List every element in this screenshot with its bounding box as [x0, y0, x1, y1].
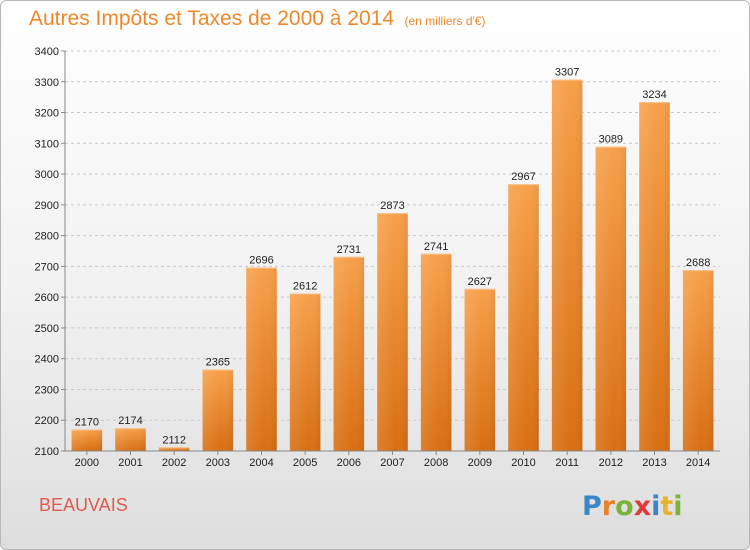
- grid-layer: [65, 50, 720, 452]
- x-tick-label: 2001: [118, 457, 142, 469]
- value-label: 2696: [249, 255, 273, 267]
- y-tick-label: 2700: [35, 261, 59, 273]
- x-tick-label: 2005: [293, 457, 317, 469]
- bar-shine: [333, 256, 365, 451]
- chart-subtitle: (en milliers d'€): [404, 14, 486, 28]
- y-tick-label: 3300: [35, 77, 59, 89]
- value-label: 2365: [206, 356, 230, 368]
- logo-letter: t: [660, 491, 674, 522]
- y-tick-label: 2400: [35, 354, 59, 366]
- bar-shine: [202, 369, 234, 451]
- x-tick-label: 2009: [468, 457, 492, 469]
- x-tick-label: 2000: [75, 457, 99, 469]
- logo-letter: i: [651, 491, 661, 522]
- bar-shine: [71, 429, 103, 451]
- value-label: 2170: [75, 416, 99, 428]
- y-tick-label: 3400: [35, 46, 59, 58]
- value-label: 2873: [380, 200, 404, 212]
- y-tick-label: 2300: [35, 384, 59, 396]
- bar-shine: [682, 270, 714, 451]
- value-label: 2967: [511, 171, 535, 183]
- x-tick-label: 2011: [555, 457, 579, 469]
- y-tick-label: 2900: [35, 200, 59, 212]
- chart-title: Autres Impôts et Taxes de 2000 à 2014 (e…: [29, 7, 485, 31]
- bar-shine: [115, 428, 146, 451]
- bars-layer: 2170 2174 2112 2365 2696 2612 2731 2873 2741 2627…: [71, 67, 714, 452]
- bar-shine: [420, 253, 452, 451]
- bar-shine: [551, 79, 583, 451]
- x-tick-label: 2006: [337, 457, 361, 469]
- bar-shine: [639, 102, 670, 452]
- y-tick-label: 3100: [35, 138, 59, 150]
- logo-letter: i: [673, 491, 683, 522]
- bar-shine: [158, 447, 190, 451]
- y-tick-label: 2200: [35, 415, 59, 427]
- y-tick-label: 2500: [35, 323, 59, 335]
- x-tick-label: 2004: [249, 457, 273, 469]
- value-label: 2731: [337, 244, 361, 256]
- value-label: 3307: [555, 67, 579, 79]
- bar-shine: [377, 213, 408, 451]
- value-label: 2688: [686, 257, 710, 269]
- x-tick-label: 2007: [380, 457, 404, 469]
- city-name: BEAUVAIS: [39, 495, 128, 515]
- y-tick-label: 3200: [35, 108, 59, 120]
- logo-letter: r: [601, 491, 616, 522]
- proxiti-logo: Proxiti: [582, 491, 683, 522]
- x-tick-label: 2002: [162, 457, 186, 469]
- bar-shine: [595, 146, 627, 451]
- value-label: 2741: [424, 241, 448, 253]
- chart-title-main: Autres Impôts et Taxes de 2000 à 2014: [29, 7, 395, 30]
- value-label: 3234: [642, 89, 666, 101]
- bar-shine: [508, 184, 539, 451]
- x-tick-label: 2010: [511, 457, 535, 469]
- y-tick-label: 2800: [35, 231, 59, 243]
- x-tick-label: 2008: [424, 457, 448, 469]
- x-tick-label: 2012: [599, 457, 623, 469]
- logo-letter: x: [633, 491, 652, 522]
- x-tick-label: 2003: [206, 457, 230, 469]
- logo-letter: P: [582, 491, 602, 522]
- value-label: 2627: [468, 276, 492, 288]
- bar-shine: [289, 293, 321, 451]
- logo-letter: o: [615, 491, 634, 522]
- value-label: 3089: [599, 134, 623, 146]
- axis-layer: 2100 2200 2300 2400 2500 2600 2700 2800 2900 3000…: [35, 46, 720, 469]
- y-tick-label: 2100: [35, 446, 59, 458]
- value-label: 2612: [293, 280, 317, 292]
- value-label: 2112: [162, 434, 186, 446]
- bar-shine: [246, 267, 277, 451]
- y-tick-label: 3000: [35, 169, 59, 181]
- x-tick-label: 2013: [642, 457, 666, 469]
- bar-shine: [464, 288, 496, 451]
- y-tick-label: 2600: [35, 292, 59, 304]
- x-tick-label: 2014: [686, 457, 710, 469]
- value-label: 2174: [118, 415, 142, 427]
